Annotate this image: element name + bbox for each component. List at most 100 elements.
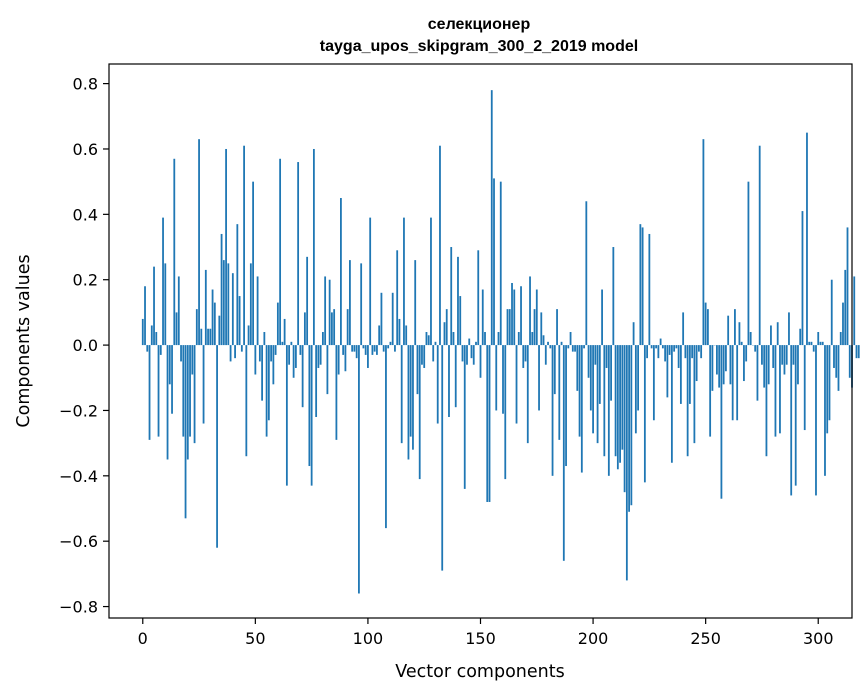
bar bbox=[466, 345, 468, 365]
bar bbox=[729, 345, 732, 385]
y-axis-ticks: −0.8 −0.6 −0.4 −0.2 0.0 0.2 0.4 0.6 0.8 bbox=[59, 75, 109, 617]
y-tick-label: −0.6 bbox=[59, 532, 98, 551]
bar bbox=[601, 289, 603, 346]
bar bbox=[337, 345, 340, 375]
bar bbox=[220, 233, 223, 346]
bar bbox=[324, 276, 327, 346]
bar bbox=[146, 345, 149, 352]
bar bbox=[824, 345, 826, 476]
bar bbox=[670, 345, 673, 463]
bar bbox=[238, 296, 241, 346]
bar bbox=[585, 201, 588, 346]
bar bbox=[578, 345, 581, 437]
bar bbox=[382, 345, 385, 352]
bar bbox=[335, 345, 338, 440]
bar bbox=[475, 341, 477, 346]
bar bbox=[141, 318, 144, 346]
bar bbox=[454, 345, 457, 408]
y-tick-label: 0.2 bbox=[73, 271, 98, 290]
bar bbox=[267, 345, 270, 421]
bar bbox=[734, 309, 736, 346]
chart-title-line1: селекционер bbox=[428, 16, 531, 33]
x-axis-ticks: 0 50 100 150 200 250 300 bbox=[138, 618, 834, 648]
bar bbox=[648, 233, 651, 346]
bar bbox=[479, 345, 482, 378]
bar bbox=[245, 345, 248, 457]
bar bbox=[247, 325, 250, 346]
y-tick-label: 0.8 bbox=[73, 75, 98, 94]
bar bbox=[441, 345, 444, 571]
bar bbox=[679, 345, 682, 404]
bar bbox=[842, 302, 844, 346]
bar bbox=[754, 345, 757, 352]
bar bbox=[421, 345, 423, 365]
bar bbox=[502, 345, 504, 414]
bar bbox=[790, 345, 793, 496]
bar bbox=[535, 289, 538, 346]
bar bbox=[821, 341, 824, 346]
bar bbox=[652, 345, 655, 421]
bar bbox=[270, 345, 273, 362]
bar bbox=[695, 345, 698, 382]
bar bbox=[153, 266, 155, 346]
bar bbox=[817, 332, 820, 346]
bar bbox=[389, 341, 392, 346]
bar bbox=[432, 345, 435, 362]
bar bbox=[434, 341, 437, 346]
bar bbox=[195, 309, 198, 346]
bar bbox=[391, 292, 394, 346]
bar bbox=[297, 162, 300, 346]
bar bbox=[569, 332, 572, 346]
bar bbox=[556, 309, 558, 346]
bar bbox=[470, 345, 473, 359]
bar bbox=[387, 345, 390, 349]
bar bbox=[619, 345, 621, 463]
bar bbox=[177, 276, 180, 346]
bar bbox=[594, 345, 597, 365]
bar bbox=[830, 279, 833, 346]
bar bbox=[443, 322, 446, 346]
bar bbox=[405, 325, 408, 346]
bar bbox=[213, 302, 216, 346]
bar bbox=[299, 345, 302, 355]
bar bbox=[468, 338, 471, 346]
bar bbox=[634, 345, 637, 434]
bar bbox=[607, 345, 610, 476]
bar bbox=[315, 345, 318, 417]
bar bbox=[292, 345, 295, 378]
bar bbox=[596, 345, 599, 444]
bar bbox=[749, 332, 752, 346]
y-tick-label: 0.6 bbox=[73, 140, 98, 159]
bar bbox=[783, 345, 786, 375]
bar bbox=[731, 345, 734, 421]
bar bbox=[650, 345, 653, 349]
bar bbox=[542, 335, 545, 346]
bar bbox=[698, 345, 700, 352]
bar bbox=[450, 247, 453, 346]
bar bbox=[598, 345, 601, 404]
bar bbox=[605, 345, 608, 368]
bar bbox=[835, 345, 838, 378]
bar bbox=[720, 345, 723, 499]
bar bbox=[781, 345, 784, 365]
bar bbox=[704, 302, 707, 346]
bar bbox=[745, 345, 748, 362]
bar bbox=[657, 345, 660, 359]
bar bbox=[691, 345, 694, 359]
bar bbox=[281, 341, 284, 346]
bar bbox=[612, 247, 615, 346]
bar bbox=[844, 269, 847, 346]
bar bbox=[254, 345, 257, 375]
bar bbox=[353, 345, 356, 352]
bar bbox=[522, 345, 525, 368]
bar bbox=[150, 325, 153, 346]
bar bbox=[252, 181, 254, 346]
bar bbox=[364, 345, 367, 355]
bar bbox=[761, 345, 763, 365]
bar bbox=[312, 148, 315, 346]
bar bbox=[758, 145, 761, 346]
bar bbox=[711, 345, 714, 391]
bar bbox=[646, 345, 649, 359]
bar bbox=[148, 345, 151, 440]
bar bbox=[538, 345, 540, 411]
